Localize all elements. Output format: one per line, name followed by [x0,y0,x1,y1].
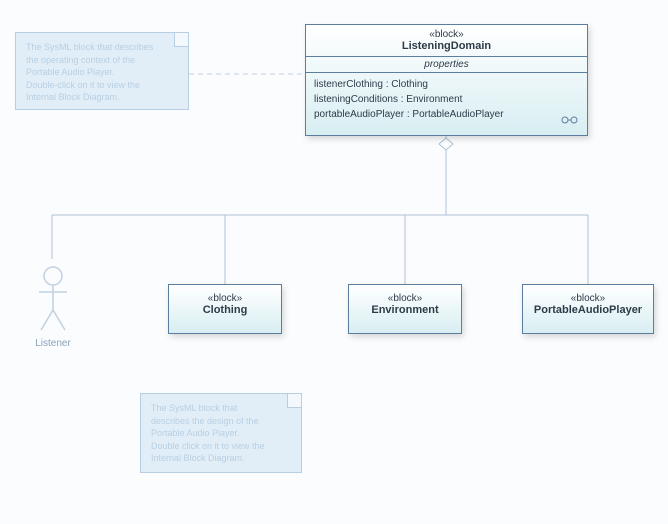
block-header: «block»PortableAudioPlayer [523,285,653,324]
stereotype-label: «block» [529,293,647,304]
block-name: Environment [355,304,455,316]
block-header: «block»Clothing [169,285,281,324]
block-name: Clothing [175,304,275,316]
note-line: The SysML block that [151,402,291,415]
note-fold-icon [174,33,188,47]
property-row: listenerClothing : Clothing [314,77,579,92]
note-line: Portable Audio Player. [151,427,291,440]
block-header: «block» ListeningDomain [306,25,587,57]
note-line: Internal Block Diagram. [26,91,178,104]
note-bottom[interactable]: The SysML block thatdescribes the design… [140,393,302,473]
note-line: the operating context of the [26,54,178,67]
block-environment[interactable]: «block»Environment [348,284,462,334]
property-row: portableAudioPlayer : PortableAudioPlaye… [314,107,579,122]
stereotype-label: «block» [355,293,455,304]
diagram-canvas: «block» ListeningDomain properties liste… [0,0,668,524]
block-pap[interactable]: «block»PortableAudioPlayer [522,284,654,334]
note-top[interactable]: The SysML block that describesthe operat… [15,32,189,110]
note-line: Double-click on it to view the [26,79,178,92]
actor-label: Listener [26,338,80,349]
note-line: The SysML block that describes [26,41,178,54]
note-line: Double click on it to view the [151,440,291,453]
block-header: «block»Environment [349,285,461,324]
note-line: describes the design of the [151,415,291,428]
block-name: PortableAudioPlayer [529,304,647,316]
block-listening-domain[interactable]: «block» ListeningDomain properties liste… [305,24,588,136]
properties-list: listenerClothing : ClothinglisteningCond… [306,73,587,128]
property-row: listeningConditions : Environment [314,92,579,107]
stereotype-label: «block» [175,293,275,304]
stereotype-label: «block» [312,29,581,40]
block-name: ListeningDomain [312,40,581,52]
block-clothing[interactable]: «block»Clothing [168,284,282,334]
glasses-icon [561,111,579,129]
note-fold-icon [287,394,301,408]
note-line: Portable Audio Player. [26,66,178,79]
properties-section-title: properties [306,57,587,73]
note-line: Internal Block Diagram. [151,452,291,465]
